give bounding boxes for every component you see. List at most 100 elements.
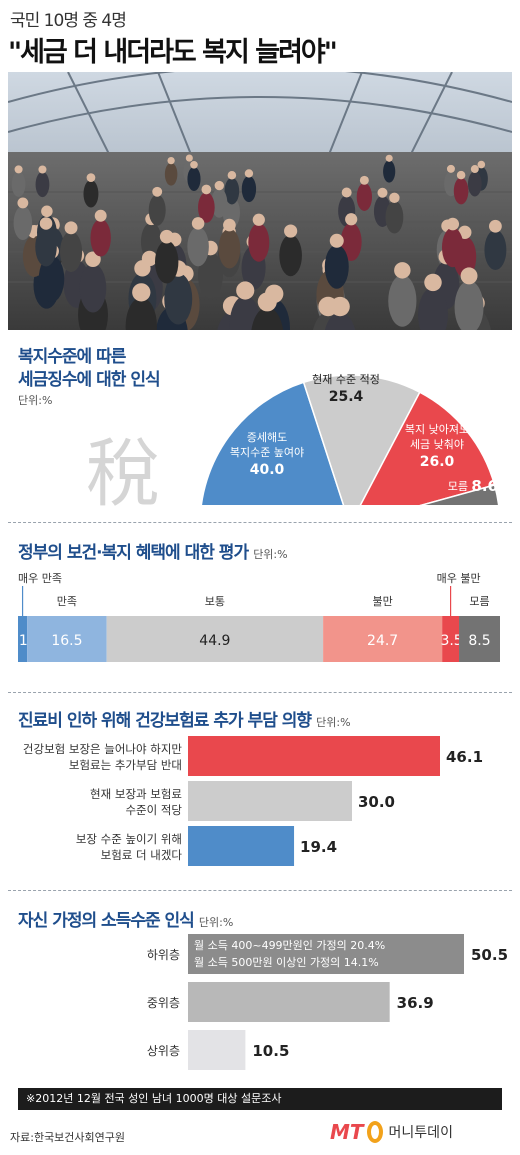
ins-bar-label: 현재 보장과 보험료 <box>90 787 182 801</box>
stack-segment <box>323 616 443 662</box>
stack-label: 매우 만족 <box>18 572 62 585</box>
crowd-person <box>11 171 26 197</box>
crowd-person <box>35 171 50 198</box>
divider-3 <box>8 890 512 891</box>
pie-slice <box>302 374 421 505</box>
crowd-head <box>185 154 193 162</box>
income-annotation: 월 소득 400~499만원인 가정의 20.4% <box>194 939 385 952</box>
crowd-person <box>187 226 209 267</box>
income-bar-chart: 하위층 50.5 중위층 36.9 상위층 10.5 월 소득 400~499만원인 가정의… <box>147 934 508 1070</box>
stack-segment <box>442 616 460 662</box>
income-bar-value: 36.9 <box>397 994 434 1012</box>
crowd-head <box>456 170 466 180</box>
crowd-person <box>59 231 83 273</box>
crowd-head <box>86 173 96 182</box>
crowd-head <box>460 267 478 285</box>
logo-circle-icon <box>366 1121 383 1143</box>
s4-title: 자신 가정의 소득수준 인식 <box>18 911 195 931</box>
crowd-head <box>377 187 388 198</box>
crowd-head <box>64 221 78 235</box>
crowd-person <box>418 287 448 330</box>
crowd-head <box>470 165 479 174</box>
logo-name: 머니투데이 <box>388 1125 453 1141</box>
pie-label: 현재 수준 적정 <box>312 373 380 386</box>
stack-segment <box>18 616 28 662</box>
crowd-head <box>394 262 411 279</box>
crowd-person <box>356 182 373 211</box>
mt-logo: MT 머니투데이 <box>330 1120 453 1144</box>
crowd-head <box>39 217 53 230</box>
crowd-person <box>125 297 157 330</box>
ins-bar-label: 보험료는 추가부담 반대 <box>69 758 182 772</box>
source-text: 자료:한국보건사회연구원 <box>10 1131 126 1144</box>
stack-label: 보통 <box>205 595 225 608</box>
ins-bar-value: 19.4 <box>300 838 337 856</box>
crowd-head <box>385 154 393 162</box>
s3-title: 진료비 인하 위해 건강보험료 추가 부담 의향 <box>18 711 312 731</box>
divider-1 <box>8 522 512 523</box>
crowd-person <box>35 227 57 267</box>
s2-unit: 단위:% <box>253 548 288 561</box>
crowd-person <box>83 180 99 208</box>
s3-unit: 단위:% <box>316 716 351 729</box>
crowd-head <box>85 251 101 267</box>
logo-mt: MT <box>330 1120 364 1144</box>
crowd-head <box>14 165 23 174</box>
ins-bar <box>188 781 352 821</box>
crowd-person <box>197 252 223 299</box>
crowd-person <box>90 219 111 257</box>
ins-bar-value: 46.1 <box>446 748 483 766</box>
ins-bar-label: 건강보험 보장은 늘어나야 하지만 <box>23 742 183 756</box>
crowd-head <box>134 260 151 277</box>
crowd-person <box>453 177 469 205</box>
crowd-head <box>446 164 455 173</box>
crowd-head <box>345 213 358 226</box>
crowd-person <box>467 171 482 197</box>
crowd-person <box>251 307 284 330</box>
stack-label: 만족 <box>57 595 77 608</box>
pie-slice <box>200 381 345 505</box>
crowd-person <box>484 229 507 271</box>
crowd-head <box>341 187 352 198</box>
pie-label: 세금 낮춰야 <box>410 438 464 451</box>
crowd-photo <box>8 72 512 330</box>
ins-bar <box>188 826 295 866</box>
crowd-head <box>191 217 205 230</box>
crowd-person <box>324 312 356 330</box>
stack-value: 44.9 <box>199 633 230 649</box>
stack-label: 모름 <box>469 595 489 608</box>
crowd-head <box>329 233 344 248</box>
crowd-person <box>324 244 349 289</box>
income-bar-value: 10.5 <box>252 1042 289 1060</box>
pie-slice <box>359 391 496 505</box>
divider-2 <box>8 692 512 693</box>
crowd-person <box>388 275 417 327</box>
crowd-head <box>159 229 174 244</box>
income-bar <box>188 1030 246 1070</box>
s1-unit: 단위:% <box>18 394 53 407</box>
crowd-head <box>152 186 163 197</box>
crowd-person <box>13 206 33 241</box>
crowd-person <box>454 280 484 330</box>
crowd-person <box>340 222 362 262</box>
crowd-person <box>385 200 404 234</box>
crowd-head <box>94 209 107 222</box>
kicker-text: 국민 10명 중 4명 <box>10 11 127 31</box>
crowd-head <box>167 156 175 165</box>
crowd-person <box>164 273 193 325</box>
crowd-person <box>383 160 396 183</box>
crowd-person <box>79 263 107 313</box>
crowd-head <box>424 273 442 292</box>
crowd-person <box>241 175 257 203</box>
crowd-head <box>201 184 212 195</box>
income-bar-label: 하위층 <box>147 948 180 962</box>
crowd-head <box>17 197 29 209</box>
s4-unit: 단위:% <box>198 916 234 929</box>
pie-value: 40.0 <box>250 462 285 478</box>
crowd-head <box>458 225 472 239</box>
crowd-head <box>446 217 460 231</box>
crowd-person <box>441 227 464 268</box>
crowd-person <box>148 194 166 226</box>
